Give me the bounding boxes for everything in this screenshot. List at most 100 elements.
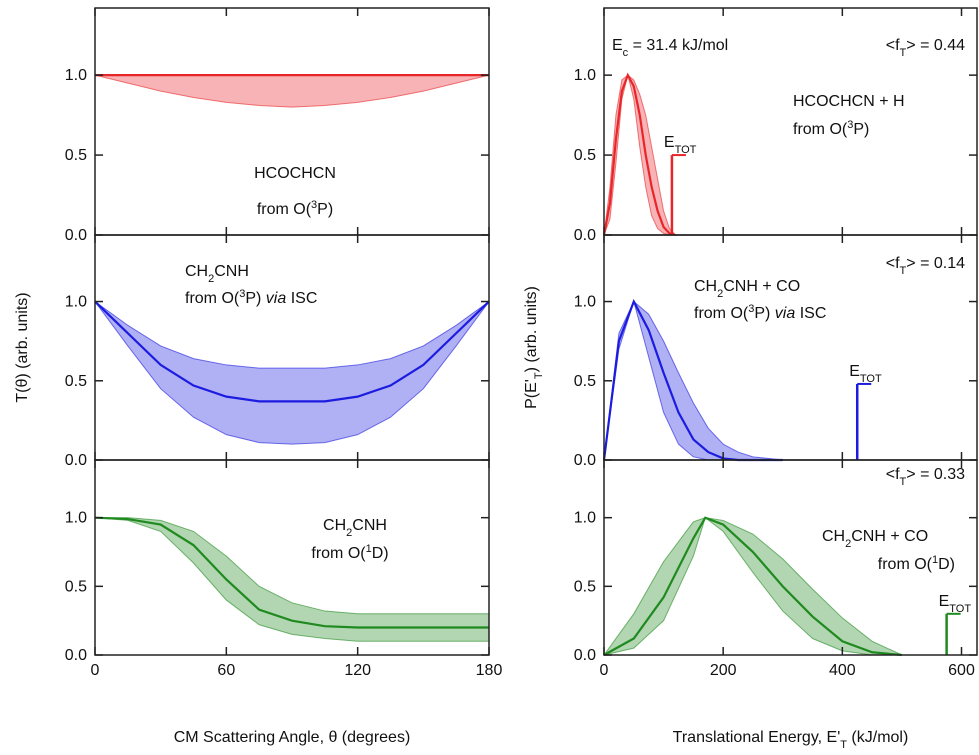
band-edge [603,75,676,236]
text-part: = 31.4 kJ/mol [628,37,728,54]
x-tick-label: 60 [217,662,235,679]
text-part: <f [886,37,900,54]
text-part: (kJ/mol) [847,729,908,746]
annotation: from O(3P) [257,199,333,218]
annotation: from O(1D) [878,554,955,573]
y-axis-label: P(E'T) (arb. units) [523,286,545,409]
text-part: via [266,290,287,307]
text-part: from O( [185,290,240,307]
y-tick-label: 0.0 [574,647,596,664]
text-part: from O( [793,121,848,138]
text-part: HCOCHCN [254,165,336,182]
y-tick-label: 1.0 [574,67,596,84]
y-tick-label: 1.0 [574,294,596,311]
y-axis-label: T(θ) (arb. units) [14,292,31,402]
x-axis-label: CM Scattering Angle, θ (degrees) [174,729,411,746]
etot-label: ETOT [849,363,882,385]
etot-label: ETOT [939,593,972,615]
text-part: P(E' [523,379,540,409]
text-part: TOT [949,603,971,615]
y-tick-label: 1.0 [65,67,87,84]
text-part: 3 [239,288,245,300]
text-part: from O( [311,545,366,562]
x-tick-label: 400 [829,662,856,679]
annotation: HCOCHCN + H [793,93,905,110]
band-edge [94,74,490,108]
plot-frame [603,459,978,656]
uncertainty-band [95,517,489,642]
text-part: 3 [847,119,853,131]
best-fit-line [603,516,903,657]
text-part: via [775,305,796,322]
uncertainty-band [604,301,783,460]
y-tick-label: 0.5 [574,578,596,595]
text-part: <f [886,466,900,483]
text-part: TOT [860,373,882,385]
text-part: CH [185,263,208,280]
text-part: CM Scattering Angle, θ (degrees) [174,729,411,746]
annotation: from O(3P) via ISC [694,303,826,322]
annotation: <fT> = 0.14 [886,255,965,277]
text-part: P) [754,305,774,322]
text-part: E [849,363,860,380]
text-part: T(θ) (arb. units) [14,292,31,402]
text-part: <f [886,255,900,272]
x-tick-label: 0 [91,662,100,679]
text-part: T [900,265,907,277]
y-tick-label: 0.0 [65,452,87,469]
text-part: from O( [694,305,749,322]
text-part: ISC [286,290,317,307]
y-tick-label: 0.5 [65,373,87,390]
annotation: Ec = 31.4 kJ/mol [612,37,728,59]
annotation: CH2CNH [323,517,387,539]
annotation: from O(3P) via ISC [185,288,317,307]
text-part: TOT [675,144,697,156]
text-part: T [900,476,907,488]
text-part: T [900,47,907,59]
y-tick-label: 1.0 [65,294,87,311]
text-part: CNH [352,517,387,534]
y-tick-label: 0.5 [65,578,87,595]
y-tick-label: 1.0 [574,510,596,527]
text-part: E [612,37,623,54]
y-tick-label: 0.0 [65,227,87,244]
text-part: HCOCHCN + H [793,93,905,110]
uncertainty-band [95,301,489,445]
etot-label: ETOT [664,134,697,156]
text-part: ISC [795,305,826,322]
text-part: 2 [845,538,851,550]
annotation: from O(1D) [311,543,388,562]
annotation: CH2CNH [185,263,249,285]
uncertainty-band [95,75,489,108]
x-tick-label: 180 [476,662,503,679]
text-part: 2 [346,527,352,539]
annotation: HCOCHCN [254,165,336,182]
uncertainty-band [604,75,676,236]
text-part: > = 0.33 [906,466,965,483]
text-part: CNH [214,263,249,280]
text-part: T [533,372,545,379]
uncertainty-band [604,517,902,655]
text-part: > = 0.14 [906,255,965,272]
text-part: 2 [208,273,214,285]
text-part: 1 [932,554,938,566]
x-axis-label: Translational Energy, E'T (kJ/mol) [673,729,909,751]
text-part: ) (arb. units) [523,286,540,372]
y-tick-label: 1.0 [65,510,87,527]
annotation: from O(3P) [793,119,869,138]
annotation: <fT> = 0.33 [886,466,965,488]
y-tick-label: 0.5 [574,373,596,390]
text-part: Translational Energy, E' [673,729,841,746]
band-edge [94,517,489,642]
text-part: > = 0.44 [906,37,965,54]
text-part: CH [694,278,717,295]
text-part: from O( [878,556,933,573]
plot-frame [94,459,490,656]
text-part: 2 [717,288,723,300]
annotation: CH2CNH + CO [822,528,928,550]
y-tick-label: 0.0 [574,452,596,469]
band-edge [603,516,902,656]
annotation: CH2CNH + CO [694,278,800,300]
y-tick-label: 0.0 [574,227,596,244]
